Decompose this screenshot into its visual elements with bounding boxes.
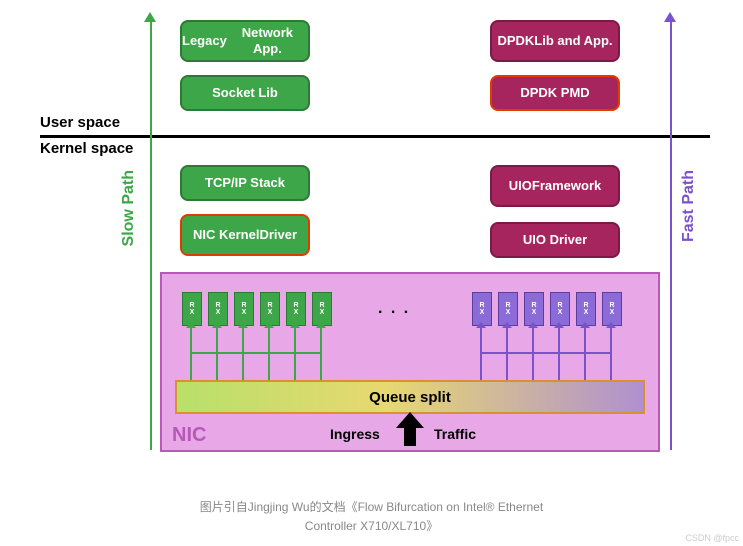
- green-rx-arrowhead-3: [264, 322, 274, 328]
- uio_driver-box: UIO Driver: [490, 222, 620, 258]
- fast-path-arrowhead: [664, 12, 676, 22]
- slow-path-arrowhead: [144, 12, 156, 22]
- purple-rx-arrowhead-3: [554, 322, 564, 328]
- kernel-space-label: Kernel space: [40, 140, 133, 157]
- purple-rx-arrowhead-0: [476, 322, 486, 328]
- green-rx-4: RX: [286, 292, 306, 326]
- purple-rx-arrowhead-1: [502, 322, 512, 328]
- slow-path-label: Slow Path: [120, 170, 138, 246]
- green-rx-0: RX: [182, 292, 202, 326]
- rx-dots: . . .: [378, 300, 410, 318]
- traffic-label: Traffic: [434, 426, 476, 442]
- purple-rx-arrowhead-5: [606, 322, 616, 328]
- fast-path-line: [670, 20, 672, 450]
- purple-connector: [481, 352, 611, 354]
- dpdk_pmd-box: DPDK PMD: [490, 75, 620, 111]
- slow-path-line: [150, 20, 152, 450]
- caption: 图片引自Jingjing Wu的文档《Flow Bifurcation on I…: [10, 498, 733, 536]
- green-rx-arrowhead-1: [212, 322, 222, 328]
- green-rx-2: RX: [234, 292, 254, 326]
- watermark: CSDN @fpcc: [685, 533, 739, 543]
- green-rx-5: RX: [312, 292, 332, 326]
- socket_lib-box: Socket Lib: [180, 75, 310, 111]
- green-rx-3: RX: [260, 292, 280, 326]
- fast-path-label: Fast Path: [680, 170, 698, 242]
- caption-line2: Controller X710/XL710》: [305, 519, 438, 533]
- purple-rx-5: RX: [602, 292, 622, 326]
- nic-label: NIC: [172, 424, 206, 447]
- caption-line1: 图片引自Jingjing Wu的文档《Flow Bifurcation on I…: [200, 500, 543, 514]
- green-rx-arrowhead-2: [238, 322, 248, 328]
- green-rx-arrowhead-0: [186, 322, 196, 328]
- purple-rx-arrowhead-2: [528, 322, 538, 328]
- green-connector: [191, 352, 321, 354]
- purple-rx-3: RX: [550, 292, 570, 326]
- legacy_app-box: LegacyNetwork App.: [180, 20, 310, 62]
- user-space-label: User space: [40, 114, 120, 131]
- queue-split-box: Queue split: [175, 380, 645, 414]
- purple-rx-1: RX: [498, 292, 518, 326]
- green-rx-arrowhead-4: [290, 322, 300, 328]
- purple-rx-4: RX: [576, 292, 596, 326]
- green-rx-arrowhead-5: [316, 322, 326, 328]
- tcpip-box: TCP/IP Stack: [180, 165, 310, 201]
- purple-rx-2: RX: [524, 292, 544, 326]
- purple-rx-0: RX: [472, 292, 492, 326]
- purple-rx-arrowhead-4: [580, 322, 590, 328]
- space-divider: [40, 135, 710, 138]
- dpdk_lib-box: DPDKLib and App.: [490, 20, 620, 62]
- ingress-arrow: [392, 412, 428, 451]
- uio_fw-box: UIOFramework: [490, 165, 620, 207]
- ingress-label: Ingress: [330, 426, 380, 442]
- nic_driver-box: NIC KernelDriver: [180, 214, 310, 256]
- green-rx-1: RX: [208, 292, 228, 326]
